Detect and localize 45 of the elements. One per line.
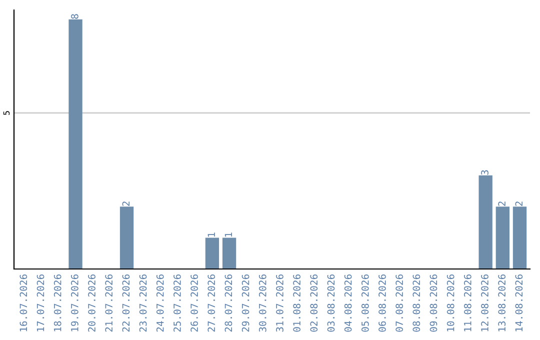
x-tick-label: 11.08.2026 [464,274,472,332]
bar [68,19,82,269]
x-tick-label: 13.08.2026 [498,274,506,332]
x-tick-label: 16.07.2026 [20,274,28,332]
x-tick-label: 09.08.2026 [430,274,438,332]
data-label: 1 [208,232,215,237]
x-tick-label: 26.07.2026 [190,274,198,332]
x-tick-label: 31.07.2026 [276,274,284,332]
bar [205,238,220,269]
data-label: 2 [498,202,506,206]
bar [222,238,236,269]
data-label: 8 [71,14,78,19]
x-tick-label: 01.08.2026 [293,274,300,332]
x-tick-label: 14.08.2026 [515,274,523,332]
bar [512,206,527,269]
x-tick-label: 21.07.2026 [105,274,113,332]
y-tick-label: 5 [3,111,10,115]
x-tick-label: 12.08.2026 [481,274,488,332]
bar [478,175,492,269]
x-tick-label: 07.08.2026 [396,274,403,332]
x-tick-label: 17.07.2026 [36,274,44,332]
bar [120,206,134,269]
data-label: 2 [122,202,130,206]
x-tick-label: 04.08.2026 [344,274,352,332]
x-tick-label: 18.07.2026 [54,274,62,332]
x-tick-label: 02.08.2026 [310,274,318,332]
x-tick-label: 10.08.2026 [446,274,454,332]
x-tick-label: 03.08.2026 [327,274,335,332]
bar [496,206,510,269]
x-tick-label: 27.07.2026 [208,274,216,332]
x-tick-label: 06.08.2026 [378,274,386,332]
x-tick-label: 05.08.2026 [361,274,369,332]
data-label: 2 [515,202,522,206]
data-label: 1 [224,232,232,237]
x-tick-label: 28.07.2026 [224,274,232,332]
x-tick-label: 20.07.2026 [88,274,96,332]
x-tick-label: 19.07.2026 [71,274,78,332]
x-tick-label: 24.07.2026 [156,274,164,332]
data-label: 3 [481,170,488,175]
x-tick-label: 08.08.2026 [412,274,420,332]
x-tick-label: 25.07.2026 [174,274,181,332]
x-tick-label: 23.07.2026 [139,274,147,332]
x-tick-label: 30.07.2026 [258,274,266,332]
x-tick-label: 22.07.2026 [122,274,130,332]
x-tick-label: 29.07.2026 [242,274,250,332]
